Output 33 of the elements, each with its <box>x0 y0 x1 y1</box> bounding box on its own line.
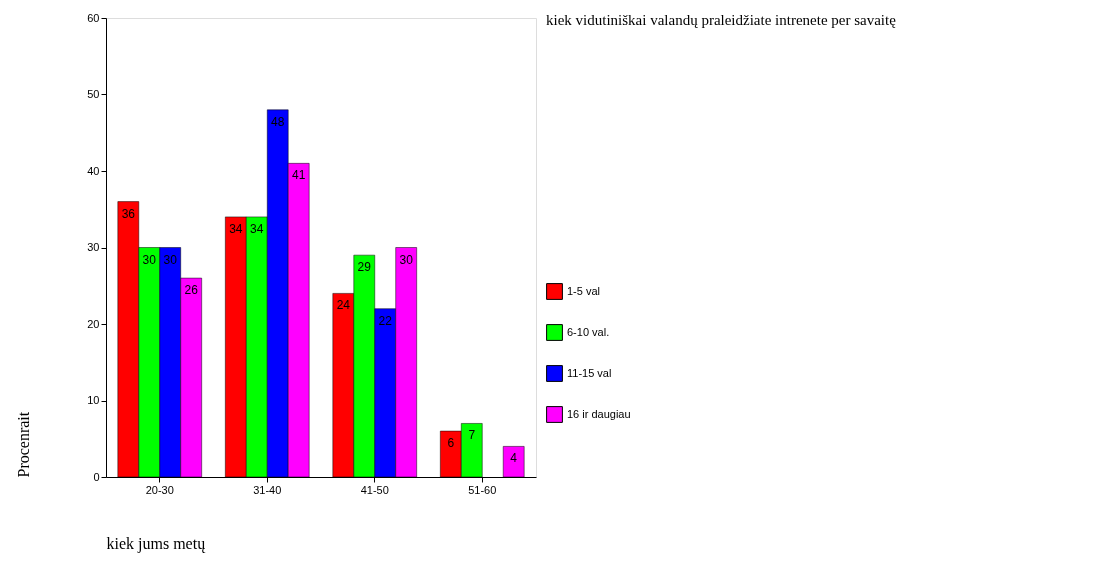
x-tick-label: 41-50 <box>360 483 389 496</box>
data-label: 26 <box>184 283 199 298</box>
data-label: 22 <box>378 313 393 328</box>
data-label: 4 <box>510 451 518 466</box>
data-label: 24 <box>336 298 351 313</box>
y-tick-label: 10 <box>87 394 100 406</box>
data-label: 48 <box>271 114 285 129</box>
legend-label: 6-10 val. <box>567 325 610 338</box>
y-tick-label: 60 <box>87 11 100 24</box>
data-label: 30 <box>142 252 157 267</box>
x-tick-label: 31-40 <box>253 483 282 496</box>
data-label: 30 <box>399 252 414 267</box>
data-label: 7 <box>468 428 476 443</box>
legend-label: 1-5 val <box>567 284 601 297</box>
x-axis-title: kiek jums metų <box>106 534 207 553</box>
y-tick-label: 30 <box>87 241 100 253</box>
x-tick-label: 51-60 <box>468 483 497 496</box>
data-label: 29 <box>357 260 372 275</box>
y-tick-label: 50 <box>87 88 100 100</box>
legend-label: 16 ir daugiau <box>567 407 631 420</box>
y-tick-label: 20 <box>87 317 100 330</box>
y-tick-label: 0 <box>93 470 100 483</box>
data-label: 34 <box>250 221 264 236</box>
legend-title: kiek vidutiniškai valandų praleidžiate intrenete per savaitę <box>546 12 897 28</box>
legend-label: 11-15 val <box>567 366 612 379</box>
x-tick-label: 20-30 <box>145 483 174 496</box>
data-label: 30 <box>163 252 178 267</box>
data-label: 36 <box>121 206 136 221</box>
y-tick-label: 40 <box>87 164 100 177</box>
data-label: 41 <box>292 168 306 183</box>
data-label: 34 <box>229 221 243 236</box>
y-axis-title: Procenrait <box>15 411 33 478</box>
data-label: 6 <box>447 436 455 451</box>
